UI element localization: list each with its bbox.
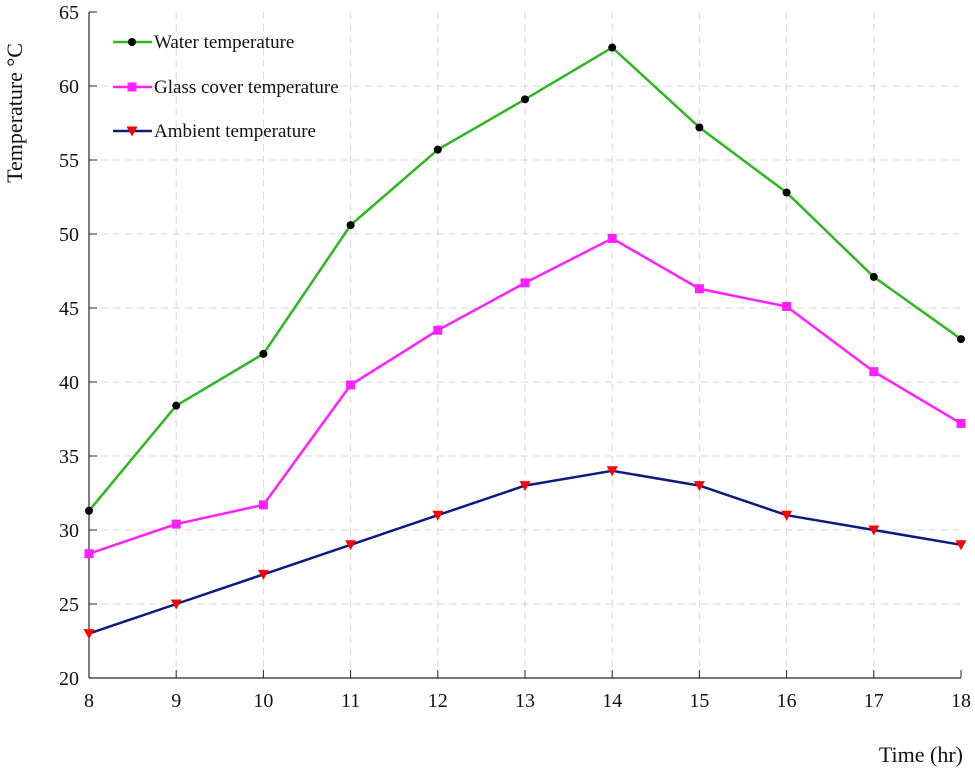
x-tick-label-9: 9 xyxy=(171,690,181,712)
data-point-2-12 xyxy=(432,510,444,521)
data-point-1-17 xyxy=(869,367,879,377)
y-axis-title: Temperature °C xyxy=(2,43,27,183)
data-point-0-11 xyxy=(346,221,355,230)
y-tick-label-35: 35 xyxy=(59,446,79,468)
data-point-1-11 xyxy=(346,380,356,390)
y-tick-label-25: 25 xyxy=(59,594,79,616)
x-tick-label-13: 13 xyxy=(515,690,535,712)
series-2 xyxy=(83,466,967,640)
x-tick-label-17: 17 xyxy=(864,690,884,712)
legend-item-1: Glass cover temperature xyxy=(113,77,339,98)
data-point-1-12 xyxy=(433,325,443,335)
legend-label-1: Glass cover temperature xyxy=(154,77,339,98)
series-0 xyxy=(85,43,965,515)
data-point-0-10 xyxy=(259,349,268,358)
y-tick-label-30: 30 xyxy=(59,520,79,542)
data-point-2-13 xyxy=(519,481,531,492)
data-point-0-17 xyxy=(869,272,878,281)
data-point-1-15 xyxy=(694,284,704,294)
legend-label-2: Ambient temperature xyxy=(154,121,316,142)
x-tick-label-8: 8 xyxy=(84,690,94,712)
x-tick-label-14: 14 xyxy=(602,690,622,712)
data-point-0-14 xyxy=(608,43,617,52)
series-layer xyxy=(83,43,967,640)
x-axis-title: Time (hr) xyxy=(879,742,963,767)
x-tick-label-10: 10 xyxy=(253,690,273,712)
x-tick-label-16: 16 xyxy=(777,690,797,712)
y-tick-label-40: 40 xyxy=(59,372,79,394)
data-point-0-13 xyxy=(521,95,529,104)
data-point-2-10 xyxy=(257,569,269,580)
grid xyxy=(89,12,961,678)
data-point-1-13 xyxy=(520,278,530,288)
data-point-2-18 xyxy=(955,540,967,551)
data-point-1-10 xyxy=(258,500,268,510)
data-point-2-8 xyxy=(83,629,95,640)
y-tick-label-20: 20 xyxy=(59,668,79,690)
x-tick-label-12: 12 xyxy=(428,690,448,712)
data-point-2-14 xyxy=(606,466,618,477)
data-point-1-8 xyxy=(84,549,94,559)
y-tick-label-50: 50 xyxy=(59,224,79,246)
legend: Water temperature Glass cover temperature… xyxy=(113,32,339,142)
data-point-1-16 xyxy=(782,302,792,312)
y-tick-label-60: 60 xyxy=(59,76,79,98)
data-point-2-15 xyxy=(693,481,705,492)
legend-swatch-marker-0 xyxy=(128,38,136,46)
x-tick-label-11: 11 xyxy=(341,690,360,712)
data-point-1-18 xyxy=(956,418,966,428)
axes: 8 9 10 11 12 13 14 15 16 17 18 20 25 30 35 40 45 50 55 60 65 xyxy=(59,2,971,712)
data-point-2-9 xyxy=(170,599,182,610)
data-point-0-12 xyxy=(433,145,442,154)
y-tick-label-45: 45 xyxy=(59,298,79,320)
legend-swatch-marker-2 xyxy=(126,126,138,137)
series-1 xyxy=(84,233,966,559)
x-tick-label-18: 18 xyxy=(951,690,971,712)
y-tick-label-65: 65 xyxy=(59,2,79,24)
data-point-0-9 xyxy=(172,401,181,410)
data-point-2-11 xyxy=(345,540,357,551)
y-tick-label-55: 55 xyxy=(59,150,79,172)
data-point-0-8 xyxy=(85,506,93,515)
legend-label-0: Water temperature xyxy=(154,32,294,53)
data-point-2-17 xyxy=(868,525,880,536)
legend-item-0: Water temperature xyxy=(113,32,294,53)
data-point-1-9 xyxy=(171,519,181,529)
data-point-0-15 xyxy=(695,123,704,132)
data-point-2-16 xyxy=(781,510,793,521)
data-point-0-16 xyxy=(782,188,791,197)
legend-swatch-marker-1 xyxy=(127,82,137,92)
data-point-1-14 xyxy=(607,233,617,243)
x-tick-label-15: 15 xyxy=(689,690,709,712)
data-point-0-18 xyxy=(957,335,965,344)
legend-item-2: Ambient temperature xyxy=(113,121,316,142)
